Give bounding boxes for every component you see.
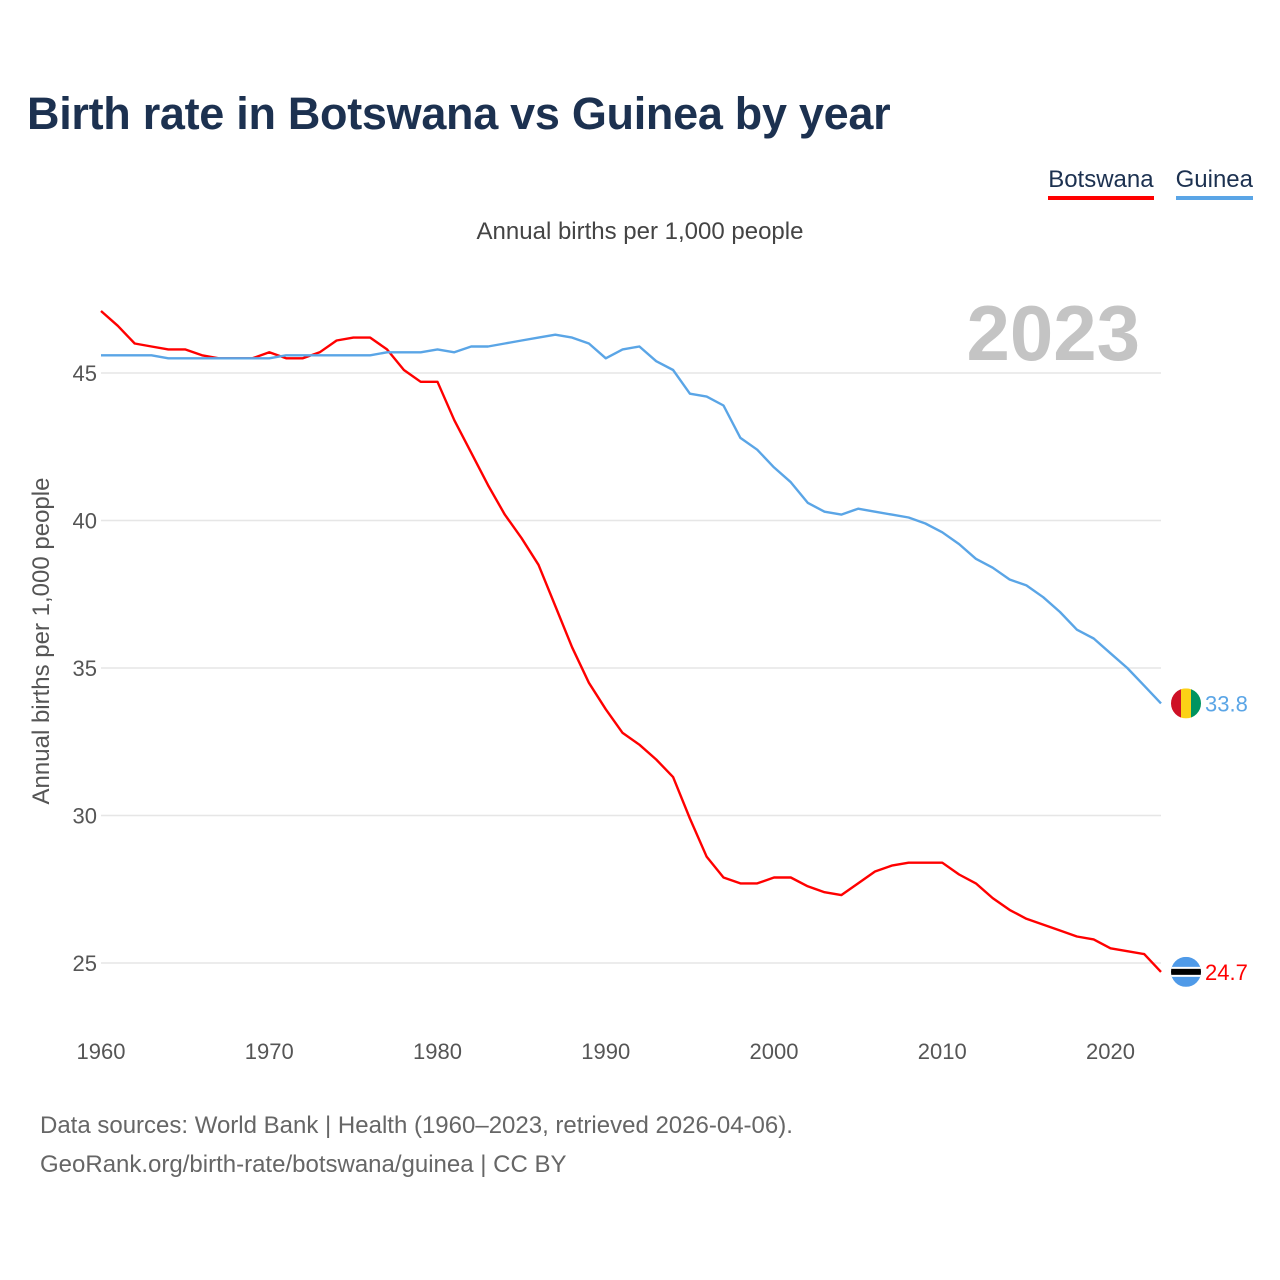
footer-attribution: GeoRank.org/birth-rate/botswana/guinea |…	[40, 1151, 567, 1178]
x-tick-label-1980: 1980	[413, 1039, 462, 1064]
x-tick-label-1990: 1990	[581, 1039, 630, 1064]
y-tick-label-35: 35	[73, 656, 97, 681]
x-tick-label-1970: 1970	[245, 1039, 294, 1064]
y-tick-label-30: 30	[73, 804, 97, 829]
x-tick-label-1960: 1960	[77, 1039, 126, 1064]
end-label-guinea: 33.8	[1205, 691, 1248, 716]
y-tick-label-25: 25	[73, 951, 97, 976]
legend-item-botswana[interactable]: Botswana	[1048, 166, 1154, 200]
x-tick-label-2000: 2000	[750, 1039, 799, 1064]
year-label: 2023	[966, 289, 1140, 377]
chart-title: Birth rate in Botswana vs Guinea by year	[27, 88, 891, 139]
legend: Botswana Guinea	[1048, 166, 1253, 200]
series-line-botswana	[100, 310, 1162, 973]
botswana-flag-icon	[1171, 956, 1201, 987]
line-chart: 25 30 35 40 45 1960 1970 1980 1990 2000 2010 2020 20…	[73, 289, 1248, 1064]
end-label-botswana: 24.7	[1205, 960, 1248, 985]
footer: Data sources: World Bank | Health (1960–…	[40, 1106, 793, 1184]
footer-sources: Data sources: World Bank | Health (1960–…	[40, 1112, 793, 1139]
y-tick-label-45: 45	[73, 361, 97, 386]
legend-item-guinea[interactable]: Guinea	[1175, 166, 1253, 200]
chart-subtitle: Annual births per 1,000 people	[476, 218, 804, 245]
x-tick-label-2010: 2010	[918, 1039, 967, 1064]
series-line-guinea	[101, 333, 1162, 705]
y-tick-label-40: 40	[73, 509, 97, 534]
x-tick-label-2020: 2020	[1086, 1039, 1135, 1064]
guinea-flag-icon	[1171, 688, 1201, 719]
